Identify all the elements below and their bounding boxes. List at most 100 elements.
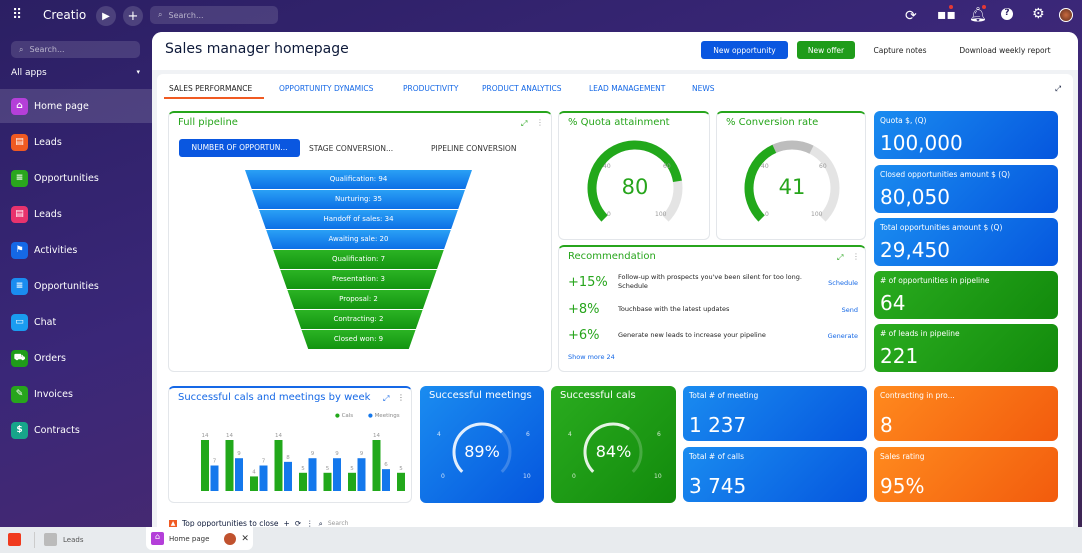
close-icon[interactable]: ✕ bbox=[241, 533, 249, 544]
opportunity-icon: ▲ bbox=[169, 519, 177, 528]
run-process-button[interactable]: ▶ bbox=[96, 6, 116, 26]
expand-icon[interactable]: ⤢ bbox=[521, 119, 528, 128]
funnel-stage[interactable]: Nurturing: 35 bbox=[245, 190, 472, 209]
more-icon[interactable]: ⋮ bbox=[536, 118, 544, 127]
gauge-tick: 60 bbox=[663, 163, 671, 170]
tile-value: 221 bbox=[880, 344, 919, 368]
rec-text: Follow-up with prospects you've been sil… bbox=[618, 273, 802, 290]
refresh-icon[interactable]: ⟳ bbox=[294, 519, 302, 528]
tile-title: Successful cals bbox=[560, 390, 636, 401]
tab-productivity[interactable]: PRODUCTIVITY bbox=[403, 84, 459, 93]
bar-cals[interactable] bbox=[323, 472, 332, 491]
bar-meetings[interactable] bbox=[284, 461, 292, 491]
more-icon[interactable]: ⋮ bbox=[852, 252, 860, 261]
expand-icon[interactable]: ⤢ bbox=[383, 394, 390, 403]
app-hub-icon[interactable]: ▪▪ bbox=[937, 7, 956, 23]
gear-icon[interactable]: ⚙ bbox=[1032, 6, 1045, 22]
gauge-tick: 0 bbox=[572, 473, 576, 480]
bar-cals[interactable] bbox=[397, 472, 405, 491]
all-apps-dropdown[interactable]: All apps ▾ bbox=[11, 68, 140, 78]
bar-meetings[interactable] bbox=[308, 458, 317, 491]
sidebar-search-input[interactable]: ⌕ Search... bbox=[11, 41, 140, 58]
sidebar-item-home-page[interactable]: ⌂ Home page bbox=[0, 89, 152, 123]
recommendation-item: +6% Generate new leads to increase your p… bbox=[568, 326, 858, 348]
gauge-tick: 0 bbox=[441, 473, 445, 480]
user-avatar[interactable] bbox=[1059, 8, 1073, 22]
funnel-stage[interactable]: Handoff of sales: 34 bbox=[245, 210, 472, 229]
add-button[interactable]: + bbox=[123, 6, 143, 26]
funnel-stage[interactable]: Awaiting sale: 20 bbox=[245, 230, 472, 249]
help-icon[interactable]: ? bbox=[1001, 8, 1013, 20]
sidebar-item-opportunities[interactable]: ≡ Opportunities bbox=[0, 269, 152, 303]
sidebar-item-contracts[interactable]: $ Contracts bbox=[0, 413, 152, 447]
bar-cals[interactable] bbox=[201, 440, 209, 491]
tab-opportunity-dynamics[interactable]: OPPORTUNITY DYNAMICS bbox=[279, 84, 374, 93]
expand-icon[interactable]: ⤢ bbox=[837, 253, 844, 262]
more-icon[interactable]: ⋮ bbox=[397, 393, 405, 402]
sidebar-item-leads[interactable]: ▤ Leads bbox=[0, 125, 152, 159]
global-search-input[interactable]: ⌕ Search... bbox=[150, 6, 278, 24]
sidebar-item-leads[interactable]: ▤ Leads bbox=[0, 197, 152, 231]
bar-meetings[interactable] bbox=[333, 458, 341, 491]
generate-link[interactable]: Generate bbox=[827, 332, 858, 340]
subtab-pipeline-conversion[interactable]: PIPELINE CONVERSION bbox=[431, 144, 517, 153]
bar-meetings[interactable] bbox=[357, 458, 366, 491]
sidebar-item-activities[interactable]: ⚑ Activities bbox=[0, 233, 152, 267]
bar-cals[interactable] bbox=[274, 440, 283, 491]
tab-sales-performance[interactable]: SALES PERFORMANCE bbox=[169, 84, 253, 93]
funnel-stage[interactable]: Closed won: 9 bbox=[245, 330, 472, 349]
leads-icon: ▤ bbox=[11, 133, 28, 151]
add-icon[interactable]: + bbox=[283, 519, 290, 528]
search-icon: ⌕ bbox=[19, 44, 24, 54]
schedule-link[interactable]: Schedule bbox=[828, 279, 858, 287]
search-icon[interactable]: ⌕ bbox=[318, 519, 323, 528]
show-more-link[interactable]: Show more 24 bbox=[568, 353, 615, 361]
new-opportunity-button[interactable]: New opportunity bbox=[701, 41, 788, 59]
taskbar-home-page[interactable]: ⌂ Home page ✕ bbox=[146, 527, 253, 550]
taskbar-leads[interactable]: Leads bbox=[44, 533, 83, 546]
tab-lead-management[interactable]: LEAD MANAGEMENT bbox=[589, 84, 666, 93]
sidebar-item-chat[interactable]: ▭ Chat bbox=[0, 305, 152, 339]
funnel-stage[interactable]: Proposal: 2 bbox=[245, 290, 472, 309]
funnel-stage[interactable]: Qualification: 7 bbox=[245, 250, 472, 269]
capture-notes-button[interactable]: Capture notes bbox=[873, 45, 927, 55]
expand-icon[interactable]: ⤢ bbox=[1055, 84, 1061, 93]
send-link[interactable]: Send bbox=[841, 306, 858, 314]
more-icon[interactable]: ⋮ bbox=[306, 519, 314, 528]
taskbar: Leads ⌂ Home page ✕ bbox=[0, 527, 1082, 553]
bar-label: 9 bbox=[311, 451, 315, 457]
bar-cals[interactable] bbox=[299, 472, 307, 491]
notification-dot bbox=[982, 5, 986, 9]
sidebar-item-invoices[interactable]: ✎ Invoices bbox=[0, 377, 152, 411]
sync-icon[interactable]: ⟳ bbox=[905, 8, 917, 24]
bar-meetings[interactable] bbox=[210, 465, 219, 492]
subtab-number-of-opportunities[interactable]: NUMBER OF OPPORTUN... bbox=[179, 139, 300, 157]
sidebar-item-orders[interactable]: ⛟ Orders bbox=[0, 341, 152, 375]
bar-meetings[interactable] bbox=[259, 465, 268, 492]
new-offer-button[interactable]: New offer bbox=[797, 41, 855, 59]
funnel-stage[interactable]: Presentation: 3 bbox=[245, 270, 472, 289]
bar-cals[interactable] bbox=[372, 440, 381, 491]
subtab-stage-conversion[interactable]: STAGE CONVERSION... bbox=[309, 144, 394, 153]
total-calls-tile: Total # of calls 3 745 bbox=[683, 447, 867, 502]
bar-meetings[interactable] bbox=[235, 458, 243, 491]
creatio-home-icon[interactable] bbox=[8, 533, 21, 546]
funnel-stage[interactable]: Qualification: 94 bbox=[245, 170, 472, 189]
bell-icon[interactable]: 🔔︎ bbox=[969, 7, 987, 23]
download-weekly-report-button[interactable]: Download weekly report bbox=[959, 45, 1051, 55]
bar-cals[interactable] bbox=[348, 472, 356, 491]
bar-cals[interactable] bbox=[250, 476, 258, 491]
bar-label: 14 bbox=[275, 433, 282, 439]
gauge-value: 80 bbox=[621, 175, 649, 199]
tab-news[interactable]: NEWS bbox=[692, 84, 715, 93]
funnel-stage[interactable]: Contracting: 2 bbox=[245, 310, 472, 329]
tab-product-analytics[interactable]: PRODUCT ANALYTICS bbox=[482, 84, 562, 93]
gauge-fill bbox=[587, 140, 682, 222]
sidebar-item-opportunities[interactable]: ≡ Opportunities bbox=[0, 161, 152, 195]
page-title: Sales manager homepage bbox=[165, 41, 349, 57]
section-search[interactable]: Search bbox=[327, 520, 349, 527]
bar-cals[interactable] bbox=[225, 440, 234, 491]
bar-meetings[interactable] bbox=[382, 469, 390, 491]
tile-value: 95% bbox=[880, 474, 925, 498]
apps-grid-icon[interactable]: ⠿ bbox=[12, 7, 23, 23]
